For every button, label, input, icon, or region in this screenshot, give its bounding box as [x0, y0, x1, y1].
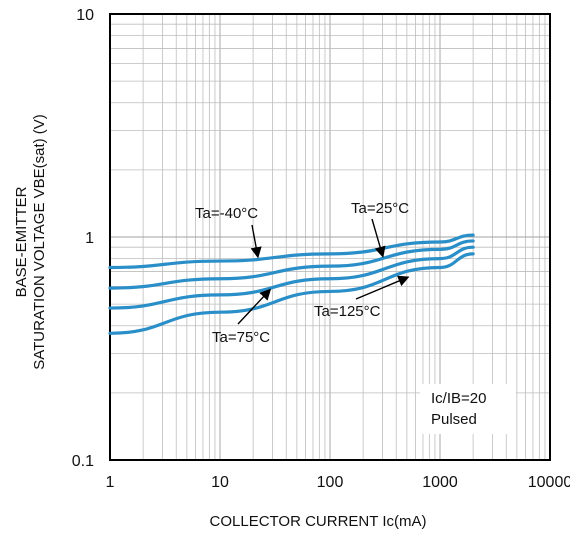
series-lines: [108, 233, 475, 335]
x-tick-label: 10: [211, 474, 229, 491]
x-tick-labels: 1 10 100 1000 10000: [106, 474, 570, 491]
y-tick-label: 0.1: [72, 453, 94, 470]
series-label: Ta=125°C: [314, 303, 381, 320]
conditions-box: [420, 384, 516, 434]
y-tick-label: 1: [85, 230, 94, 247]
series-annotations: Ta=-40°C Ta=25°C Ta=75°C Ta=125°C: [195, 200, 410, 346]
series-line: [108, 252, 475, 335]
y-axis-title-line2: SATURATION VOLTAGE VBE(sat) (V): [31, 114, 48, 370]
y-axis-title-line1: BASE-EMITTER: [13, 186, 30, 297]
x-axis-title: COLLECTOR CURRENT Ic(mA): [210, 513, 427, 530]
series-line: [108, 239, 475, 290]
annotation-arrow: [250, 224, 262, 259]
annotation-arrow: [355, 275, 410, 300]
series-label: Ta=75°C: [212, 329, 270, 346]
series-line: [108, 233, 475, 270]
condition-ratio: Ic/IB=20: [431, 390, 486, 407]
series-label: Ta=25°C: [351, 200, 409, 217]
annotation-arrow: [371, 218, 386, 258]
series-line: [108, 245, 475, 310]
x-tick-label: 100: [317, 474, 344, 491]
series-label: Ta=-40°C: [195, 205, 258, 222]
y-tick-labels: 0.1 1 10: [72, 7, 94, 470]
condition-pulsed: Pulsed: [431, 411, 477, 428]
x-tick-label: 10000: [528, 474, 570, 491]
annotation-arrow: [237, 288, 272, 325]
x-tick-label: 1: [106, 474, 115, 491]
x-tick-label: 1000: [422, 474, 458, 491]
y-tick-label: 10: [76, 7, 94, 24]
plot-frame: [109, 13, 551, 461]
